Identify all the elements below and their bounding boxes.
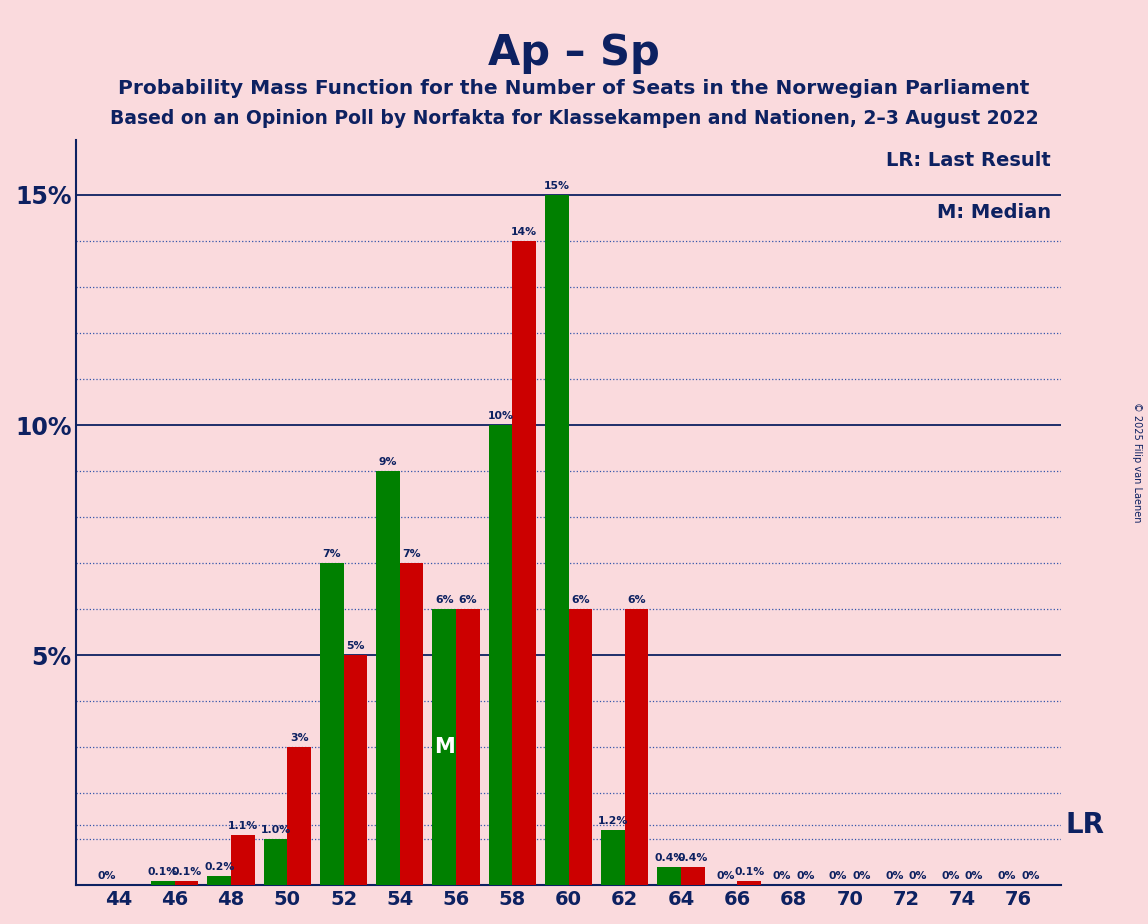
Bar xyxy=(512,241,536,885)
Text: 0.1%: 0.1% xyxy=(171,867,202,877)
Text: 9%: 9% xyxy=(379,457,397,468)
Text: 5%: 5% xyxy=(347,641,365,651)
Text: 0%: 0% xyxy=(773,871,791,881)
Bar xyxy=(264,839,287,885)
Bar xyxy=(545,195,568,885)
Text: 10%: 10% xyxy=(488,411,513,421)
Text: Probability Mass Function for the Number of Seats in the Norwegian Parliament: Probability Mass Function for the Number… xyxy=(118,79,1030,98)
Bar xyxy=(433,609,456,885)
Bar xyxy=(658,867,681,885)
Text: 14%: 14% xyxy=(511,227,537,237)
Text: 0%: 0% xyxy=(1022,871,1040,881)
Text: LR: Last Result: LR: Last Result xyxy=(886,151,1052,170)
Text: 3%: 3% xyxy=(289,734,309,744)
Text: Based on an Opinion Poll by Norfakta for Klassekampen and Nationen, 2–3 August 2: Based on an Opinion Poll by Norfakta for… xyxy=(110,109,1038,128)
Bar xyxy=(231,834,255,885)
Bar xyxy=(287,748,311,885)
Bar xyxy=(737,881,761,885)
Text: Ap – Sp: Ap – Sp xyxy=(488,32,660,74)
Text: 1.2%: 1.2% xyxy=(598,816,628,826)
Text: M: M xyxy=(434,737,455,757)
Text: © 2025 Filip van Laenen: © 2025 Filip van Laenen xyxy=(1132,402,1142,522)
Bar xyxy=(681,867,705,885)
Text: 0%: 0% xyxy=(797,871,815,881)
Text: 6%: 6% xyxy=(458,595,478,605)
Text: 6%: 6% xyxy=(571,595,590,605)
Bar xyxy=(625,609,649,885)
Text: 0%: 0% xyxy=(98,871,116,881)
Text: 0%: 0% xyxy=(998,871,1016,881)
Bar xyxy=(489,425,512,885)
Bar xyxy=(377,471,400,885)
Text: 0%: 0% xyxy=(716,871,735,881)
Text: LR: LR xyxy=(1065,811,1104,839)
Text: 0%: 0% xyxy=(941,871,960,881)
Bar xyxy=(343,655,367,885)
Text: 6%: 6% xyxy=(435,595,453,605)
Text: 0.4%: 0.4% xyxy=(677,853,708,863)
Text: 0%: 0% xyxy=(853,871,871,881)
Text: 0%: 0% xyxy=(885,871,903,881)
Bar xyxy=(208,876,231,885)
Text: 0%: 0% xyxy=(909,871,928,881)
Bar xyxy=(456,609,480,885)
Text: M: Median: M: Median xyxy=(937,203,1052,222)
Text: 1.1%: 1.1% xyxy=(227,821,258,831)
Bar xyxy=(400,563,424,885)
Text: 0.1%: 0.1% xyxy=(148,867,178,877)
Text: 0%: 0% xyxy=(965,871,984,881)
Bar xyxy=(320,563,343,885)
Text: 6%: 6% xyxy=(627,595,646,605)
Text: 1.0%: 1.0% xyxy=(261,825,290,835)
Bar xyxy=(152,881,174,885)
Bar xyxy=(568,609,592,885)
Text: 7%: 7% xyxy=(402,550,421,559)
Text: 0%: 0% xyxy=(829,871,847,881)
Bar xyxy=(174,881,199,885)
Bar xyxy=(602,830,625,885)
Text: 0.4%: 0.4% xyxy=(654,853,684,863)
Text: 0.1%: 0.1% xyxy=(734,867,765,877)
Text: 7%: 7% xyxy=(323,550,341,559)
Text: 15%: 15% xyxy=(544,181,569,191)
Text: 0.2%: 0.2% xyxy=(204,862,234,872)
